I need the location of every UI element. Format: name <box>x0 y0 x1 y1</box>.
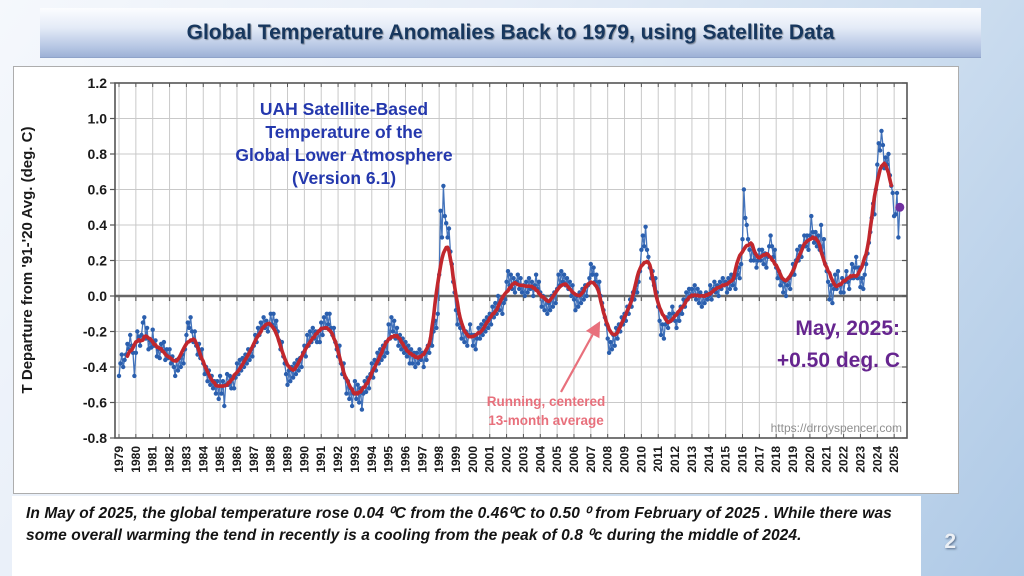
footer-text-panel: In May of 2025, the global temperature r… <box>12 496 921 576</box>
latest-value-callout: May, 2025: +0.50 deg. C <box>777 317 900 372</box>
x-tick-label: 1982 <box>163 446 177 473</box>
running-average-annotation: Running, centered 13-month average <box>487 321 606 428</box>
annotation-arrow <box>560 321 601 393</box>
x-tick-label: 2001 <box>483 446 497 473</box>
x-tick-label: 2015 <box>719 446 733 473</box>
chart-title-line-1: UAH Satellite-Based <box>260 99 428 119</box>
x-tick-label: 1995 <box>382 446 396 473</box>
callout-month: May, 2025: <box>795 317 900 340</box>
x-tick-label: 2007 <box>584 446 598 473</box>
x-tick-label: 2022 <box>837 446 851 473</box>
x-tick-label: 2023 <box>853 446 867 473</box>
x-tick-label: 1985 <box>213 446 227 473</box>
y-tick-label: 1.2 <box>88 75 108 91</box>
x-tick-label: 2019 <box>786 446 800 473</box>
x-tick-label: 1980 <box>129 446 143 473</box>
x-tick-label: 2021 <box>820 446 834 473</box>
y-tick-label: 0.6 <box>88 182 108 198</box>
x-tick-label: 2002 <box>500 446 514 473</box>
chart-tick-labels: -0.8 -0.6 -0.4 -0.2 0.0 0.2 0.4 0.6 0.8 1.0 1.2 197… <box>83 75 901 473</box>
x-tick-label: 1993 <box>348 446 362 473</box>
x-tick-label: 1984 <box>196 446 210 473</box>
slide-title-bar: Global Temperature Anomalies Back to 197… <box>40 8 981 58</box>
x-tick-label: 1981 <box>146 446 160 473</box>
x-tick-label: 2024 <box>870 446 884 473</box>
chart-title-block: UAH Satellite-Based Temperature of the G… <box>235 99 452 188</box>
x-tick-label: 2014 <box>702 446 716 473</box>
x-tick-label: 2003 <box>516 446 530 473</box>
x-tick-label: 2010 <box>634 446 648 473</box>
chart-gridlines <box>115 83 907 438</box>
annotation-line-1: Running, centered <box>487 394 606 409</box>
x-tick-label: 2004 <box>533 446 547 473</box>
x-tick-label: 2013 <box>685 446 699 473</box>
x-tick-label: 1991 <box>314 446 328 473</box>
y-tick-label: -0.2 <box>83 324 107 340</box>
x-tick-label: 1999 <box>449 446 463 473</box>
watermark-url: https://drroyspencer.com <box>771 421 902 435</box>
x-tick-label: 2000 <box>466 446 480 473</box>
footer-text: In May of 2025, the global temperature r… <box>26 505 892 545</box>
chart-title-line-2: Temperature of the <box>265 122 422 142</box>
x-tick-label: 1996 <box>398 446 412 473</box>
x-tick-label: 1987 <box>247 446 261 473</box>
x-tick-label: 2020 <box>803 446 817 473</box>
callout-value: +0.50 deg. C <box>777 349 900 372</box>
x-tick-label: 2012 <box>668 446 682 473</box>
y-tick-label: -0.6 <box>83 395 107 411</box>
x-tick-label: 1992 <box>331 446 345 473</box>
x-tick-label: 2008 <box>601 446 615 473</box>
x-tick-label: 1998 <box>432 446 446 473</box>
x-tick-label: 1988 <box>264 446 278 473</box>
y-tick-label: 1.0 <box>88 111 108 127</box>
chart-data-series <box>116 128 905 412</box>
x-tick-label: 1986 <box>230 446 244 473</box>
y-tick-label: 0.4 <box>88 217 108 233</box>
x-tick-label: 1990 <box>297 446 311 473</box>
x-tick-label: 2025 <box>887 446 901 473</box>
x-tick-label: 2018 <box>769 446 783 473</box>
y-tick-label: -0.8 <box>83 430 107 446</box>
x-tick-label: 2005 <box>550 446 564 473</box>
x-tick-label: 2006 <box>567 446 581 473</box>
chart-axes <box>110 82 908 439</box>
page-number: 2 <box>944 530 956 553</box>
x-tick-label: 1983 <box>179 446 193 473</box>
x-tick-label: 2011 <box>651 446 665 472</box>
x-tick-label: 2017 <box>752 446 766 473</box>
temperature-chart-panel: -0.8 -0.6 -0.4 -0.2 0.0 0.2 0.4 0.6 0.8 1.0 1.2 197… <box>13 66 959 494</box>
latest-data-point <box>895 202 905 212</box>
x-tick-label: 1989 <box>281 446 295 473</box>
y-tick-label: 0.2 <box>88 253 108 269</box>
x-tick-label: 1997 <box>415 446 429 473</box>
y-axis-label: T Departure from '91-'20 Avg. (deg. C) <box>19 127 36 394</box>
chart-title-line-3: Global Lower Atmosphere <box>235 145 452 165</box>
annotation-line-2: 13-month average <box>488 413 604 428</box>
uah-temperature-chart: -0.8 -0.6 -0.4 -0.2 0.0 0.2 0.4 0.6 0.8 1.0 1.2 197… <box>19 75 908 473</box>
slide-title: Global Temperature Anomalies Back to 197… <box>186 20 835 44</box>
x-tick-label: 2009 <box>618 446 632 473</box>
chart-title-line-4: (Version 6.1) <box>292 168 396 188</box>
x-tick-label: 1979 <box>112 446 126 473</box>
y-tick-label: -0.4 <box>83 359 107 375</box>
y-tick-label: 0.0 <box>88 288 108 304</box>
x-tick-label: 1994 <box>365 446 379 473</box>
y-tick-label: 0.8 <box>88 146 108 162</box>
x-tick-label: 2016 <box>735 446 749 473</box>
